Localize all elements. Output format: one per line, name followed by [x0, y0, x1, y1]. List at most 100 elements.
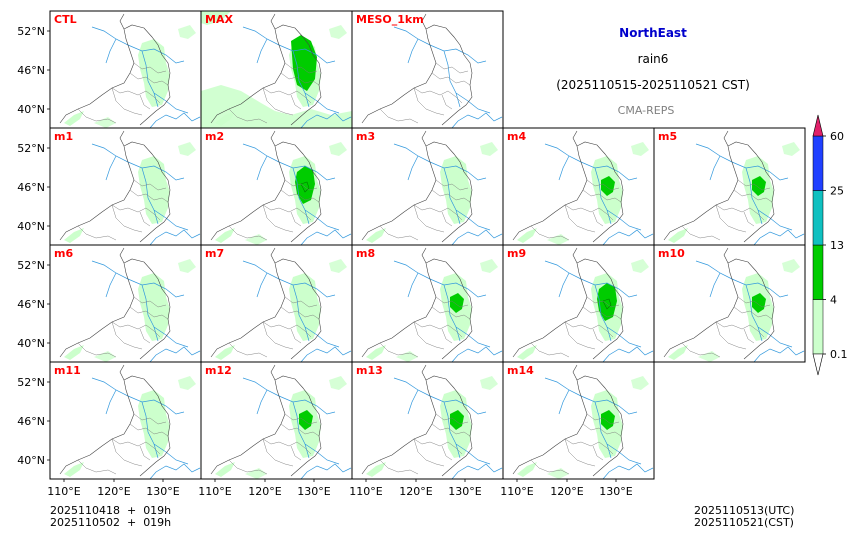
- colorbar-segment: [812, 244, 824, 300]
- coastline: [602, 463, 654, 479]
- river-lines: [242, 377, 340, 465]
- map-panel-ctl: CTL: [49, 10, 202, 129]
- rain-area-light: [329, 142, 347, 156]
- national-border: [59, 130, 171, 243]
- river-lines: [91, 26, 189, 114]
- panel-label: m4: [507, 130, 526, 143]
- rain-area-light: [668, 345, 688, 360]
- province-borders: [379, 179, 471, 241]
- coastline: [451, 346, 503, 362]
- lon-tick-label: 120°E: [550, 485, 583, 498]
- rain-area-light: [517, 462, 537, 477]
- rain-area-light: [138, 273, 170, 341]
- panel-label: m5: [658, 130, 677, 143]
- national-border: [512, 130, 624, 243]
- colorbar-label: 13: [830, 239, 844, 252]
- rain-area-light: [201, 11, 231, 25]
- coastline: [602, 229, 654, 245]
- coastline: [149, 112, 201, 128]
- variable-title: rain6: [638, 52, 669, 66]
- province-borders: [681, 179, 773, 241]
- init-time-cst: 2025110502 + 019h: [50, 516, 172, 529]
- lat-tick-label: 52°N: [17, 142, 45, 155]
- river-lines: [544, 377, 642, 465]
- rain-area-light: [245, 234, 267, 245]
- map-panel-meso-1km: MESO_1km: [351, 10, 504, 129]
- rain-area-light: [366, 345, 386, 360]
- map-panel-m1: m1: [49, 127, 202, 246]
- map-panel-m13: m13: [351, 361, 504, 480]
- rain-area-light: [668, 228, 688, 243]
- river-lines: [695, 143, 793, 231]
- province-borders: [77, 296, 169, 358]
- rain-area-moderate: [601, 410, 615, 430]
- rain-area-light: [64, 345, 84, 360]
- national-border: [361, 13, 473, 126]
- province-borders: [228, 296, 320, 358]
- panel-label: m8: [356, 247, 375, 260]
- lat-tick-label: 40°N: [17, 103, 45, 116]
- rain-area-moderate: [450, 293, 464, 313]
- lat-tick-label: 46°N: [17, 298, 45, 311]
- lat-tick-label: 40°N: [17, 454, 45, 467]
- rain-area-light: [138, 156, 170, 224]
- national-border: [512, 247, 624, 360]
- init-time-utc: 2025110418 + 019h: [50, 504, 172, 517]
- lat-tick-label: 46°N: [17, 64, 45, 77]
- map-panel-m5: m5: [653, 127, 806, 246]
- coastline: [300, 463, 352, 479]
- province-borders: [530, 296, 622, 358]
- river-lines: [393, 377, 491, 465]
- rain-area-light: [480, 142, 498, 156]
- rain-area-light: [178, 259, 196, 273]
- national-border: [512, 364, 624, 477]
- national-border: [663, 130, 775, 243]
- rain-area-light: [782, 142, 800, 156]
- rain-area-light: [547, 468, 569, 479]
- province-borders: [77, 413, 169, 475]
- rain-area-light: [631, 376, 649, 390]
- map-panel-max: MAX: [200, 10, 353, 129]
- national-border: [361, 247, 473, 360]
- rain-area-light: [480, 259, 498, 273]
- river-lines: [393, 26, 491, 114]
- lat-tick-label: 52°N: [17, 25, 45, 38]
- panel-frame: [653, 244, 806, 363]
- national-border: [663, 247, 775, 360]
- rain-area-light: [366, 228, 386, 243]
- river-lines: [91, 143, 189, 231]
- map-panel-m10: m10: [653, 244, 806, 363]
- river-lines: [695, 260, 793, 348]
- rain-area-light: [215, 345, 235, 360]
- province-borders: [530, 179, 622, 241]
- province-borders: [228, 62, 320, 124]
- province-borders: [77, 62, 169, 124]
- colorbar-label: 25: [830, 185, 844, 198]
- national-border: [361, 364, 473, 477]
- national-border: [361, 130, 473, 243]
- national-border: [210, 130, 322, 243]
- coastline: [451, 463, 503, 479]
- panel-label: MESO_1km: [356, 13, 424, 26]
- national-border: [59, 247, 171, 360]
- lon-tick-label: 120°E: [248, 485, 281, 498]
- lon-tick-label: 130°E: [599, 485, 632, 498]
- lon-tick-label: 120°E: [97, 485, 130, 498]
- rain-area-light: [178, 25, 196, 39]
- rain-area-light: [178, 376, 196, 390]
- river-lines: [544, 143, 642, 231]
- panel-label: m7: [205, 247, 224, 260]
- coastline: [753, 229, 805, 245]
- map-panel-m8: m8: [351, 244, 504, 363]
- rain-area-light: [245, 468, 267, 479]
- rain-area-light: [698, 351, 720, 362]
- model-name: CMA-REPS: [618, 104, 675, 117]
- lat-tick-label: 52°N: [17, 376, 45, 389]
- coastline: [451, 229, 503, 245]
- rain-area-light: [631, 259, 649, 273]
- rain-area-light: [215, 228, 235, 243]
- province-borders: [379, 62, 471, 124]
- rain-area-light: [201, 85, 352, 128]
